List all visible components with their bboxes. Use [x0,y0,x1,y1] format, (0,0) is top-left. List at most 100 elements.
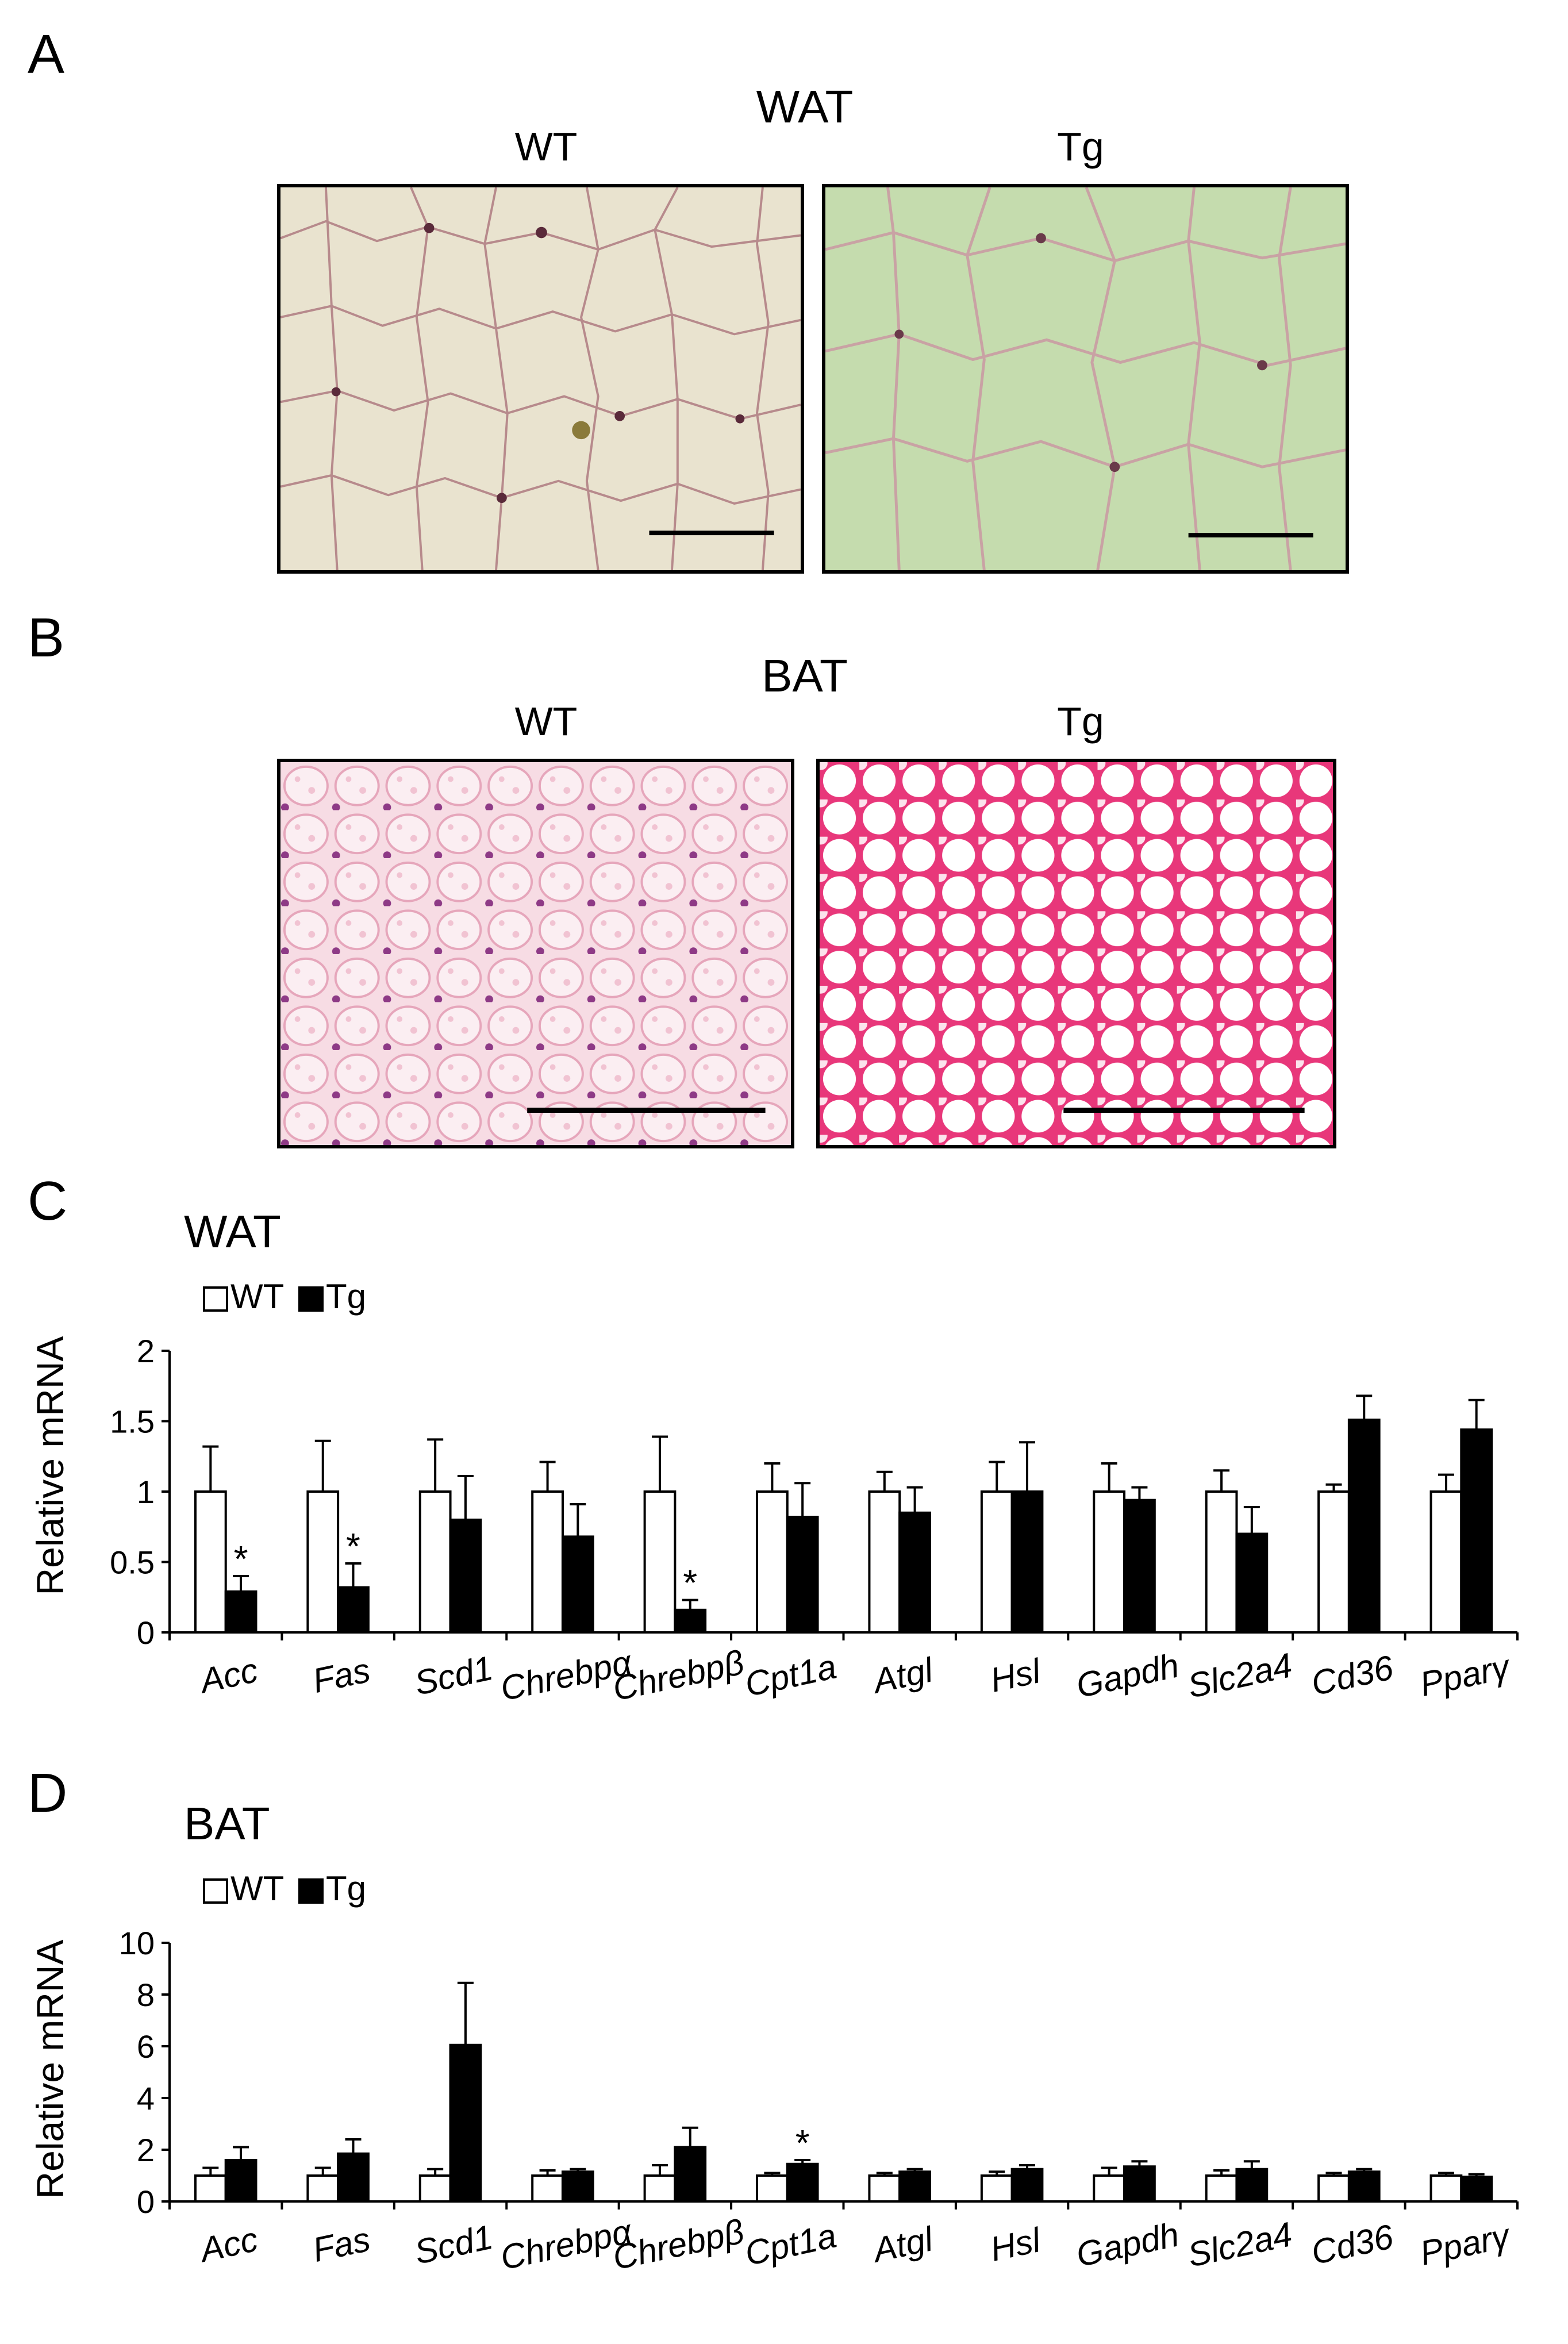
bat-tg-label: Tg [1057,699,1104,744]
bar-tg-fas [337,2152,370,2203]
bar-tg-scd1 [449,1519,482,1634]
bar-tg-chrebpβ [674,1608,707,1634]
wat-tg-label: Tg [1057,124,1104,169]
legend-swatch-wt [203,1286,228,1312]
x-category-label: Slc2a4 [1185,2215,1296,2274]
bar-tg-gapdh [1123,2165,1156,2203]
bar-wt-gapdh [1093,1490,1126,1634]
bar-wt-gapdh [1093,2174,1126,2203]
bar-tg-slc2a4 [1235,1532,1269,1634]
bar-wt-fas [306,1490,340,1634]
legend-swatch-tg [298,1286,324,1312]
legend-swatch-tg [298,1878,324,1904]
bat-mrna-chart-svg: BAT Relative mRNA WT Tg 0 2 4 6 8 10 Acc Fas Scd1 C… [29,1798,1519,2277]
bar-wt-slc2a4 [1205,2174,1238,2203]
x-category-label: Atgl [868,1650,937,1701]
x-category-label: Acc [195,1651,262,1701]
wat-wt-label: WT [514,124,578,169]
bar-tg-chrebpβ [674,2146,707,2203]
legend-label-tg: Tg [326,1277,366,1316]
panel-label-a: A [28,24,65,85]
bar-tg-pparγ [1460,2176,1493,2203]
panel-label-d: D [28,1762,68,1824]
y-tick-label: 0 [137,2184,155,2220]
bat-wt-micrograph [277,759,794,1148]
x-category-label: Pparγ [1416,1647,1514,1704]
x-category-label: Cpt1a [741,2216,840,2273]
x-category-label: Scd1 [411,2218,496,2272]
y-tick-label: 2 [137,2132,155,2168]
bar-wt-atgl [868,2174,901,2203]
bar-tg-cd36 [1347,1419,1381,1634]
chart-title: BAT [184,1798,270,1849]
y-tick-label: 0.5 [110,1544,155,1581]
y-tick-label: 2 [137,1333,155,1369]
bar-tg-slc2a4 [1235,2168,1269,2203]
x-category-label: Acc [195,2220,262,2270]
bar-wt-cpt1a [756,2174,789,2203]
bar-wt-pparγ [1429,1490,1463,1634]
x-category-label: Gapdh [1073,2215,1182,2274]
x-category-label: Fas [309,1651,374,1700]
bar-tg-chrebpα [561,2170,594,2203]
y-tick-label: 8 [137,1977,155,2013]
bar-tg-cpt1a [786,2162,819,2203]
bar-wt-scd1 [418,2174,452,2203]
x-category-label: Scd1 [411,1649,496,1703]
bat-histology-title: BAT [762,650,848,701]
y-axis-label: Relative mRNA [29,1939,71,2199]
bar-wt-chrebpβ [643,1490,677,1634]
significance-marker: * [234,1538,248,1580]
wat-tg-micrograph [822,184,1349,574]
bar-wt-atgl [868,1490,901,1634]
bar-wt-chrebpα [531,1490,564,1634]
bar-wt-pparγ [1429,2174,1463,2203]
bar-tg-hsl [1010,1490,1044,1634]
x-category-label: Fas [309,2220,374,2269]
y-tick-label: 1 [137,1474,155,1510]
bar-wt-chrebpα [531,2174,564,2203]
significance-marker: * [795,2122,810,2164]
y-tick-label: 1.5 [110,1404,155,1440]
bat-wt-label: WT [514,699,578,744]
bat-mrna-chart: BAT Relative mRNA WT Tg 0 2 4 6 8 10 Acc Fas Scd1 C… [0,1788,1568,2339]
x-category-label: Slc2a4 [1185,1646,1296,1705]
bar-wt-fas [306,2174,340,2203]
bar-tg-pparγ [1460,1428,1493,1634]
bar-wt-chrebpβ [643,2174,677,2203]
x-category-label: Hsl [987,1651,1044,1700]
significance-marker: * [683,1562,697,1604]
bar-tg-hsl [1010,2168,1044,2203]
x-category-label: Hsl [987,2220,1044,2269]
legend-label-wt: WT [230,1277,284,1316]
y-axis-label: Relative mRNA [29,1336,71,1595]
bar-wt-acc [194,1490,227,1634]
y-tick-label: 4 [137,2080,155,2116]
bar-tg-acc [224,2159,258,2203]
x-category-label: Cd36 [1308,2217,1397,2272]
significance-marker: * [346,1525,360,1567]
bar-tg-cd36 [1347,2170,1381,2203]
panel-label-c: C [28,1170,68,1232]
bar-tg-chrebpα [561,1535,594,1634]
bar-tg-atgl [898,1511,931,1634]
bar-wt-scd1 [418,1490,452,1634]
x-category-label: Chrebpβ [609,2212,747,2277]
legend-label-tg: Tg [326,1869,366,1908]
y-tick-label: 6 [137,2028,155,2065]
bar-wt-hsl [980,1490,1013,1634]
legend-label-wt: WT [230,1869,284,1908]
wat-mrna-chart: WAT Relative mRNA WT Tg 0 0.5 1 1.5 2 * Acc * Fas S… [0,1196,1568,1713]
y-tick-label: 0 [137,1615,155,1651]
bar-wt-cd36 [1317,1490,1350,1634]
x-category-label: Chrebpβ [609,1643,747,1708]
bar-tg-acc [224,1590,258,1634]
x-category-label: Atgl [868,2219,937,2270]
x-category-label: Gapdh [1073,1646,1182,1705]
bar-wt-slc2a4 [1205,1490,1238,1634]
bar-tg-fas [337,1586,370,1634]
x-category-label: Cpt1a [741,1647,840,1704]
bar-tg-scd1 [449,2043,482,2203]
y-tick-label: 10 [119,1925,155,1961]
bar-wt-cpt1a [756,1490,789,1634]
